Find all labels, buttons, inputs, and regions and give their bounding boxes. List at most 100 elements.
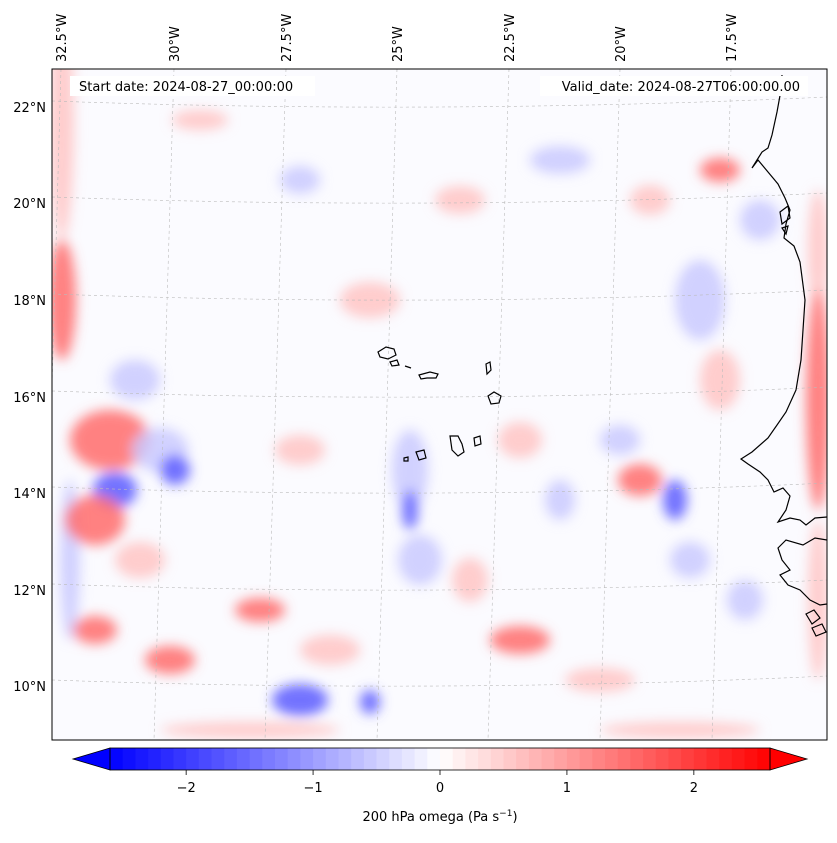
colorbar-bin	[110, 748, 124, 770]
omega-anomaly	[452, 558, 488, 602]
latitude-label: 18°N	[13, 294, 46, 309]
latitude-label: 14°N	[13, 487, 46, 502]
omega-anomaly	[663, 480, 687, 520]
omega-anomaly	[435, 186, 485, 214]
west-africa-coastline	[739, 74, 827, 606]
colorbar-tick-label: −1	[303, 781, 322, 796]
colorbar-bin	[719, 748, 733, 770]
omega-anomaly	[740, 200, 780, 240]
omega-anomaly	[235, 598, 285, 622]
omega-anomaly	[670, 542, 710, 578]
map-background	[52, 69, 827, 740]
parallel-gridline	[52, 482, 827, 494]
colorbar-bin	[643, 748, 657, 770]
latitude-label: 22°N	[13, 101, 46, 116]
colorbar-extend-max	[769, 747, 809, 771]
omega-anomaly	[272, 684, 328, 716]
omega-anomaly	[360, 690, 380, 714]
omega-anomaly	[70, 410, 150, 470]
colorbar-bin	[363, 748, 378, 770]
omega-anomaly	[530, 146, 590, 174]
coast-inlet-2	[781, 225, 789, 236]
colorbar-bin	[744, 748, 758, 770]
parallel-gridline	[52, 675, 827, 687]
latitude-label: 10°N	[13, 680, 46, 695]
colorbar-tick-label: 0	[436, 781, 444, 796]
island-santiago	[449, 435, 465, 457]
omega-anomaly	[727, 580, 763, 620]
parallel-gridline	[52, 289, 827, 301]
colorbar-bin	[605, 748, 619, 770]
colorbar-bin	[313, 748, 327, 770]
colorbar-bin	[389, 748, 403, 770]
longitude-label: 25°W	[391, 26, 406, 62]
colorbar-bin	[630, 748, 644, 770]
island-sal	[485, 361, 492, 376]
omega-anomaly	[160, 455, 190, 485]
colorbar-bin	[617, 748, 631, 770]
omega-anomaly	[700, 158, 740, 182]
longitude-label: 22.5°W	[503, 14, 518, 62]
colorbar-bin	[401, 748, 416, 770]
omega-anomaly	[300, 635, 360, 665]
colorbar-bin	[275, 748, 289, 770]
colorbar-bin	[249, 748, 263, 770]
longitude-label: 20°W	[614, 26, 629, 62]
colorbar-bin	[478, 748, 492, 770]
colorbar-tick-label: −2	[177, 781, 196, 796]
omega-anomaly	[402, 490, 418, 530]
longitude-label: 17.5°W	[725, 14, 740, 62]
island-santo-antao	[377, 346, 397, 360]
colorbar-bin	[325, 748, 339, 770]
colorbar: −2 −1 0 1 2 200 hPa omega (Pa s−1)	[71, 747, 809, 825]
latitude-label: 16°N	[13, 391, 46, 406]
colorbar-bin	[706, 748, 720, 770]
colorbar-bin	[503, 748, 517, 770]
parallel-gridline	[52, 579, 827, 591]
colorbar-label: 200 hPa omega (Pa s−1)	[362, 809, 517, 825]
colorbar-bin	[528, 748, 543, 770]
omega-anomaly	[145, 646, 195, 674]
meridian-gridline	[264, 69, 287, 740]
omega-anomaly	[490, 626, 550, 654]
colorbar-bin	[554, 748, 568, 770]
omega-anomaly	[172, 110, 228, 130]
colorbar-bin	[579, 748, 593, 770]
omega-anomaly	[600, 425, 640, 455]
omega-anomaly	[808, 190, 827, 310]
colorbar-bin	[592, 748, 606, 770]
omega-anomaly	[65, 495, 125, 545]
colorbar-bin	[236, 748, 251, 770]
colorbar-bin	[262, 748, 276, 770]
omega-anomaly	[115, 542, 165, 578]
omega-anomaly	[498, 422, 542, 458]
colorbar-label-main: 200 hPa omega (Pa s	[362, 810, 499, 825]
colorbar-bin	[731, 748, 746, 770]
omega-anomaly	[808, 520, 827, 680]
colorbar-label-exponent: −1	[499, 809, 512, 819]
meridian-gridline	[711, 69, 732, 740]
omega-anomaly	[565, 668, 635, 692]
omega-anomaly	[700, 350, 740, 410]
omega-anomaly	[675, 260, 725, 340]
colorbar-bin	[566, 748, 581, 770]
colorbar-bin	[668, 748, 682, 770]
colorbar-tick-label: 1	[563, 781, 571, 796]
latitude-label: 12°N	[13, 584, 46, 599]
omega-anomaly	[806, 290, 827, 510]
colorbar-bin	[224, 748, 238, 770]
omega-anomaly	[52, 240, 76, 360]
island-santa-luzia	[404, 365, 412, 369]
colorbar-bin	[655, 748, 669, 770]
island-fogo	[415, 449, 427, 461]
omega-anomaly	[73, 616, 117, 644]
meridian-gridline	[599, 69, 621, 740]
colorbar-bin	[300, 748, 314, 770]
colorbar-extend-min	[71, 747, 111, 771]
meridian-gridline	[153, 69, 175, 740]
colorbar-bin	[541, 748, 555, 770]
colorbar-bin	[135, 748, 149, 770]
start-date-box	[70, 76, 315, 96]
longitude-label: 30°W	[168, 26, 183, 62]
